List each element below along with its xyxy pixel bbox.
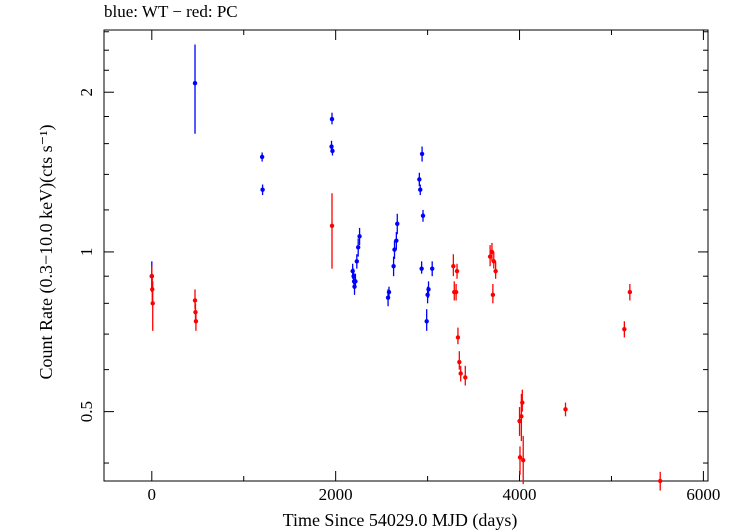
data-point	[394, 238, 399, 243]
data-point	[463, 375, 468, 380]
y-tick-label: 0.5	[77, 401, 96, 422]
data-point	[457, 359, 462, 365]
plot-axes	[103, 29, 709, 482]
data-point	[259, 154, 265, 160]
data-point	[418, 187, 423, 192]
data-point	[430, 266, 435, 271]
data-point	[395, 221, 400, 226]
data-point	[517, 455, 523, 460]
y-tick-label: 1	[77, 248, 96, 256]
data-point	[417, 177, 422, 182]
data-point	[657, 478, 663, 484]
data-point	[426, 287, 431, 292]
data-point	[192, 80, 198, 86]
x-tick-label: 2000	[319, 485, 353, 504]
chart-title: blue: WT − red: PC	[104, 2, 238, 21]
data-marks	[149, 44, 663, 491]
x-axis-ticks: 0 2000 4000 6000	[148, 30, 720, 504]
data-point	[424, 319, 429, 324]
plot-frame	[103, 29, 709, 482]
data-point	[329, 116, 335, 122]
data-point	[563, 407, 568, 412]
data-point	[489, 249, 495, 255]
data-point	[150, 301, 155, 306]
data-point	[487, 254, 493, 259]
y-tick-label: 2	[77, 88, 96, 97]
data-point	[493, 268, 498, 274]
data-point	[260, 187, 265, 192]
data-point	[419, 151, 425, 157]
data-point	[627, 289, 633, 295]
data-point	[490, 292, 496, 298]
data-point	[451, 263, 456, 269]
data-point	[391, 263, 396, 269]
data-point	[330, 148, 335, 154]
data-point	[521, 457, 526, 463]
data-point	[353, 279, 358, 284]
data-point	[193, 319, 199, 324]
data-point	[519, 414, 524, 419]
data-point	[392, 247, 397, 252]
data-point	[329, 223, 335, 229]
data-point	[517, 418, 522, 424]
data-point	[454, 268, 460, 274]
data-point	[453, 289, 459, 295]
y-axis-label: Count Rate (0.3−10.0 keV)(cts s⁻¹)	[36, 124, 57, 379]
y-axis-ticks: 0.5 1 2	[77, 31, 708, 464]
series-pc	[149, 193, 663, 491]
data-point	[458, 371, 463, 376]
data-point	[386, 289, 392, 295]
x-tick-label: 0	[148, 485, 157, 504]
x-tick-label: 4000	[503, 485, 537, 504]
data-point	[520, 400, 525, 405]
data-point	[419, 266, 424, 271]
data-point	[357, 234, 362, 239]
data-point	[354, 259, 360, 264]
data-point	[192, 298, 198, 303]
data-point	[491, 259, 496, 264]
series-wt	[149, 44, 435, 331]
data-point	[455, 335, 461, 340]
data-point	[355, 245, 361, 250]
x-tick-label: 6000	[686, 485, 720, 504]
data-point	[622, 327, 627, 332]
x-axis-label: Time Since 54029.0 MJD (days)	[283, 510, 518, 531]
data-point	[420, 213, 426, 218]
